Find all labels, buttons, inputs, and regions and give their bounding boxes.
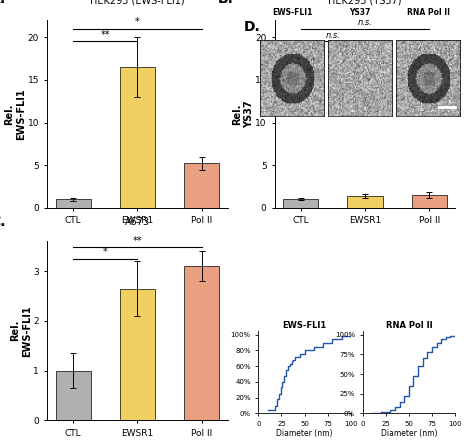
Bar xyxy=(120,67,155,208)
Bar xyxy=(184,164,219,208)
Title: RNA Pol II: RNA Pol II xyxy=(385,321,432,330)
Text: *: * xyxy=(135,17,140,27)
Title: HEK293 (EWS-FLI1): HEK293 (EWS-FLI1) xyxy=(90,0,185,5)
Title: A673: A673 xyxy=(125,217,150,227)
Text: YS37: YS37 xyxy=(349,8,371,17)
Text: EWS-FLI1: EWS-FLI1 xyxy=(272,8,312,17)
Text: n.s.: n.s. xyxy=(357,18,373,27)
Y-axis label: Rel.
EWS-FLI1: Rel. EWS-FLI1 xyxy=(5,88,26,140)
Text: n.s.: n.s. xyxy=(326,30,340,40)
Text: B.: B. xyxy=(217,0,233,6)
Bar xyxy=(411,195,447,208)
Bar xyxy=(347,196,383,208)
Text: **: ** xyxy=(133,236,142,245)
Y-axis label: Rel.
EWS-FLI1: Rel. EWS-FLI1 xyxy=(10,305,32,357)
X-axis label: Diameter (nm): Diameter (nm) xyxy=(276,429,333,438)
Text: A.: A. xyxy=(0,0,6,6)
Text: RNA Pol II: RNA Pol II xyxy=(407,8,450,17)
Bar xyxy=(184,266,219,420)
X-axis label: Diameter (nm): Diameter (nm) xyxy=(381,429,437,438)
Text: **: ** xyxy=(100,30,110,40)
Bar xyxy=(55,371,91,420)
Text: C.: C. xyxy=(0,215,5,228)
Text: D.: D. xyxy=(244,20,261,34)
Title: EWS-FLI1: EWS-FLI1 xyxy=(283,321,327,330)
Bar xyxy=(120,289,155,420)
Y-axis label: Rel.
YS37: Rel. YS37 xyxy=(232,100,254,128)
Bar xyxy=(55,199,91,208)
Bar xyxy=(283,199,319,208)
Title: HEK293 (YS37): HEK293 (YS37) xyxy=(328,0,402,5)
Text: *: * xyxy=(103,247,108,257)
